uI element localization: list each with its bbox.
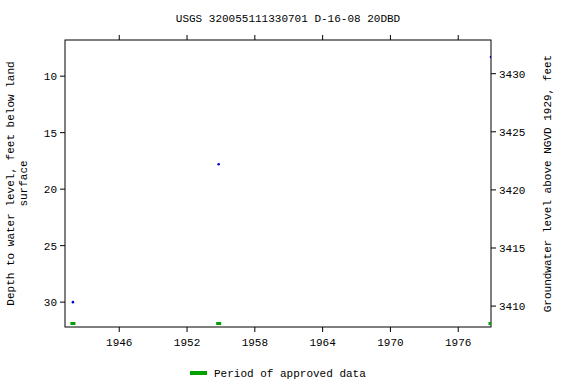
y-tick-label: 10 <box>44 71 57 83</box>
x-tick-top <box>254 35 255 40</box>
y2-tick <box>491 73 496 74</box>
x-tick <box>390 327 391 332</box>
y-tick <box>60 76 65 77</box>
y-axis-label: surface <box>18 160 30 206</box>
y2-tick <box>491 189 496 190</box>
y2-tick <box>491 131 496 132</box>
x-tick <box>119 327 120 332</box>
y-axis-label: Depth to water level, feet below land <box>5 61 17 305</box>
y2-tick <box>491 247 496 248</box>
x-tick-label: 1952 <box>174 337 200 349</box>
y2-tick <box>491 306 496 307</box>
legend-swatch <box>190 371 207 375</box>
plot-frame <box>65 40 491 327</box>
y-tick <box>60 302 65 303</box>
approved-period <box>489 322 492 325</box>
y2-tick-label: 3430 <box>499 69 525 81</box>
data-point <box>72 301 75 304</box>
y-tick <box>60 132 65 133</box>
x-tick-label: 1970 <box>377 337 403 349</box>
x-tick <box>187 327 188 332</box>
x-tick <box>254 327 255 332</box>
x-tick-top <box>458 35 459 40</box>
chart: USGS 320055111330701 D-16-08 20DBD 1946 19… <box>0 0 576 384</box>
y-tick-label: 20 <box>44 184 57 196</box>
y-tick-label: 30 <box>44 297 57 309</box>
legend-label: Period of approved data <box>214 368 366 380</box>
approved-period <box>70 322 75 325</box>
x-tick-label: 1946 <box>106 337 132 349</box>
y-tick-label: 25 <box>44 241 57 253</box>
marks <box>70 56 491 325</box>
data-point <box>217 163 220 166</box>
title: USGS 320055111330701 D-16-08 20DBD <box>176 13 401 25</box>
y-tick <box>60 245 65 246</box>
x-tick-top <box>390 35 391 40</box>
x-tick-label: 1964 <box>309 337 336 349</box>
x-tick-top <box>119 35 120 40</box>
y2-axis-label: Groundwater level above NGVD 1929, feet <box>542 55 554 312</box>
y-tick-label: 15 <box>44 128 57 140</box>
approved-period <box>216 322 221 325</box>
x-tick-top <box>322 35 323 40</box>
data-point <box>490 56 491 59</box>
y2-tick-label: 3415 <box>499 243 525 255</box>
x-tick-label: 1958 <box>242 337 268 349</box>
y2-tick-label: 3425 <box>499 127 525 139</box>
x-tick <box>458 327 459 332</box>
x-tick-top <box>187 35 188 40</box>
x-tick <box>322 327 323 332</box>
y-tick <box>60 189 65 190</box>
x-tick-label: 1976 <box>445 337 471 349</box>
y2-tick-label: 3410 <box>499 301 525 313</box>
y2-tick-label: 3420 <box>499 185 525 197</box>
